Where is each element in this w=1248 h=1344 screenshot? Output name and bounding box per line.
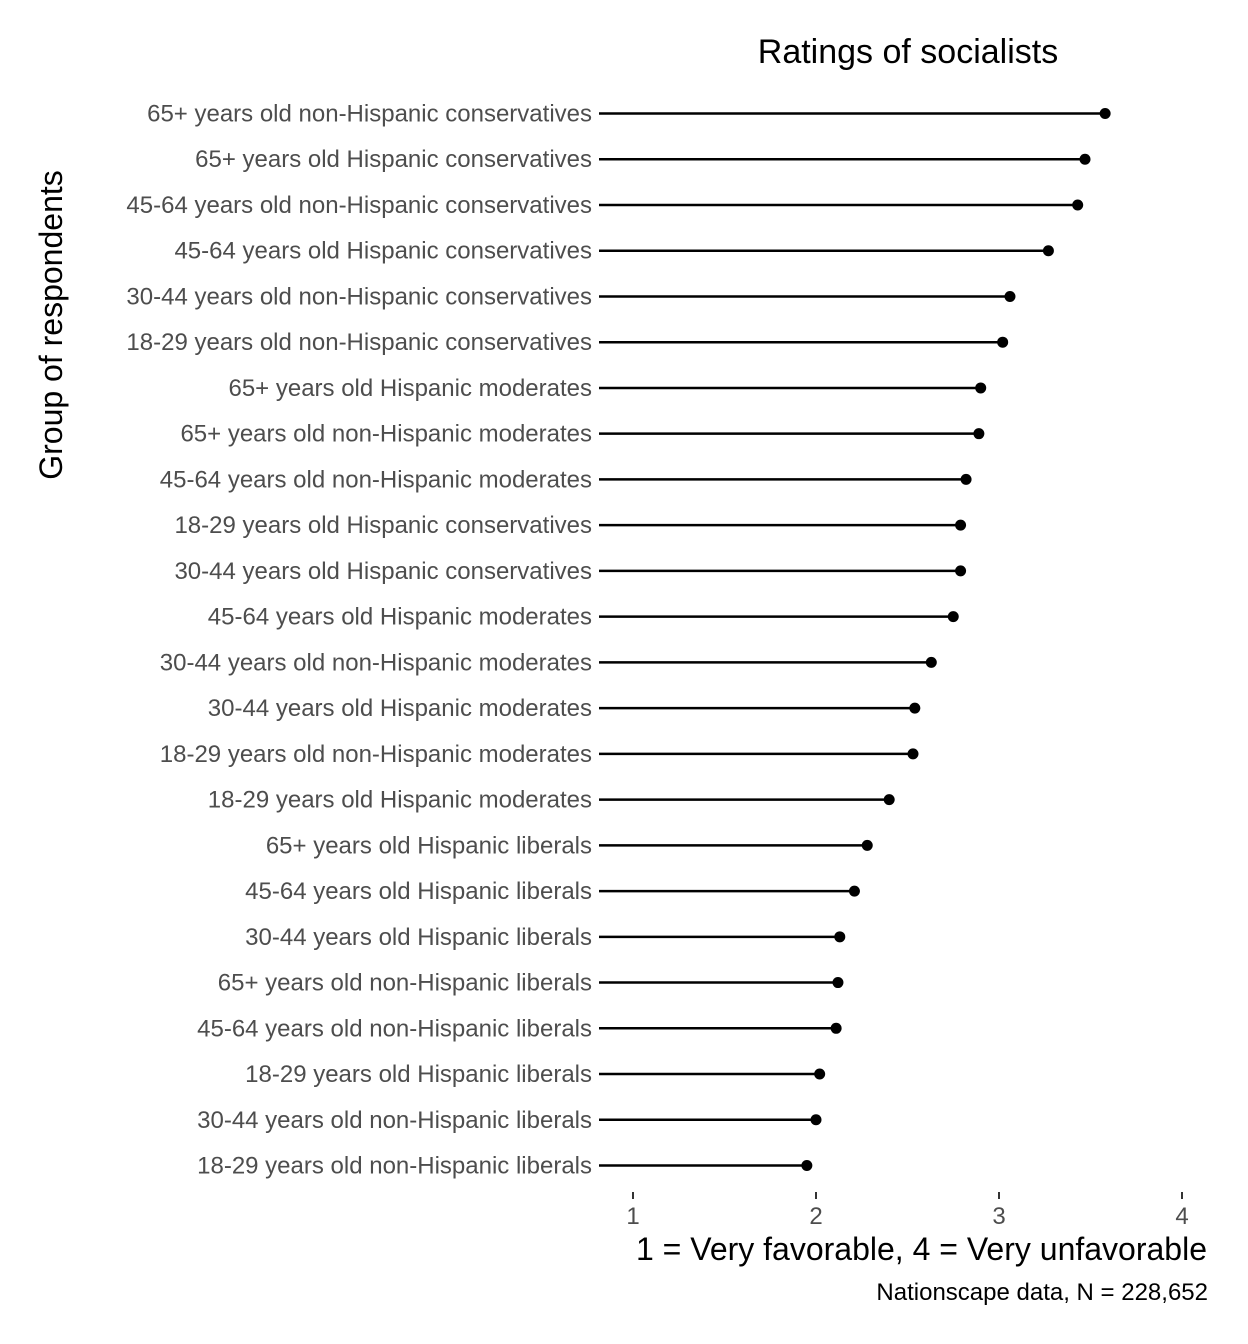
category-label: 30-44 years old Hispanic liberals xyxy=(245,924,592,951)
data-point xyxy=(955,519,967,531)
data-point xyxy=(947,611,959,623)
category-label: 65+ years old Hispanic liberals xyxy=(266,832,592,859)
x-tick-label: 2 xyxy=(809,1203,822,1230)
category-label: 18-29 years old non-Hispanic liberals xyxy=(197,1153,592,1180)
data-point xyxy=(801,1160,813,1172)
category-label: 65+ years old non-Hispanic conservatives xyxy=(147,101,592,128)
data-point xyxy=(1072,199,1084,211)
x-tick-label: 1 xyxy=(626,1203,639,1230)
data-point xyxy=(848,885,860,897)
category-label: 30-44 years old non-Hispanic moderates xyxy=(160,649,592,676)
x-axis-title: 1 = Very favorable, 4 = Very unfavorable xyxy=(636,1231,1207,1267)
data-point xyxy=(1099,108,1111,119)
category-label: 45-64 years old Hispanic moderates xyxy=(208,604,592,631)
data-point xyxy=(810,1114,822,1126)
lollipop-stems xyxy=(599,112,1106,1167)
data-point xyxy=(907,748,919,760)
category-label: 18-29 years old Hispanic liberals xyxy=(245,1061,592,1088)
data-point xyxy=(975,382,987,394)
category-label: 45-64 years old non-Hispanic liberals xyxy=(197,1015,592,1042)
data-point xyxy=(909,702,921,714)
data-point xyxy=(861,839,873,851)
x-tick-label: 3 xyxy=(992,1203,1005,1230)
category-label: 65+ years old non-Hispanic moderates xyxy=(180,421,592,448)
category-label: 18-29 years old non-Hispanic conservativ… xyxy=(126,329,592,356)
data-point xyxy=(834,931,846,943)
data-point xyxy=(883,794,895,806)
category-label: 45-64 years old Hispanic conservatives xyxy=(174,238,592,265)
category-label: 18-29 years old Hispanic moderates xyxy=(208,787,592,814)
data-point xyxy=(832,977,844,989)
data-point xyxy=(1042,245,1054,257)
data-point xyxy=(973,428,985,440)
data-point xyxy=(925,656,937,668)
category-label: 65+ years old Hispanic moderates xyxy=(228,375,592,402)
category-label: 65+ years old non-Hispanic liberals xyxy=(218,970,592,997)
chart-title: Ratings of socialists xyxy=(758,33,1058,71)
category-label: 45-64 years old non-Hispanic moderates xyxy=(160,466,592,493)
category-label: 45-64 years old non-Hispanic conservativ… xyxy=(126,192,592,219)
category-label: 30-44 years old non-Hispanic liberals xyxy=(197,1107,592,1134)
category-labels: 65+ years old non-Hispanic conservatives… xyxy=(126,101,592,1180)
category-label: 30-44 years old Hispanic conservatives xyxy=(174,558,592,585)
data-point xyxy=(1004,290,1016,302)
category-label: 18-29 years old Hispanic conservatives xyxy=(174,512,592,539)
category-label: 65+ years old Hispanic conservatives xyxy=(195,146,592,173)
x-axis-ticks: 1 2 3 4 xyxy=(626,1192,1189,1230)
data-point xyxy=(997,336,1009,348)
lollipop-points xyxy=(801,108,1111,1172)
category-label: 30-44 years old non-Hispanic conservativ… xyxy=(126,283,592,310)
data-point xyxy=(830,1022,842,1034)
caption: Nationscape data, N = 228,652 xyxy=(876,1279,1208,1306)
y-axis-title: Group of respondents xyxy=(33,170,69,480)
x-tick-label: 4 xyxy=(1175,1203,1188,1230)
data-point xyxy=(1079,153,1091,165)
category-label: 30-44 years old Hispanic moderates xyxy=(208,695,592,722)
data-point xyxy=(955,565,967,577)
category-label: 45-64 years old Hispanic liberals xyxy=(245,878,592,905)
data-point xyxy=(960,473,972,485)
data-point xyxy=(814,1068,826,1080)
category-label: 18-29 years old non-Hispanic moderates xyxy=(160,741,592,768)
